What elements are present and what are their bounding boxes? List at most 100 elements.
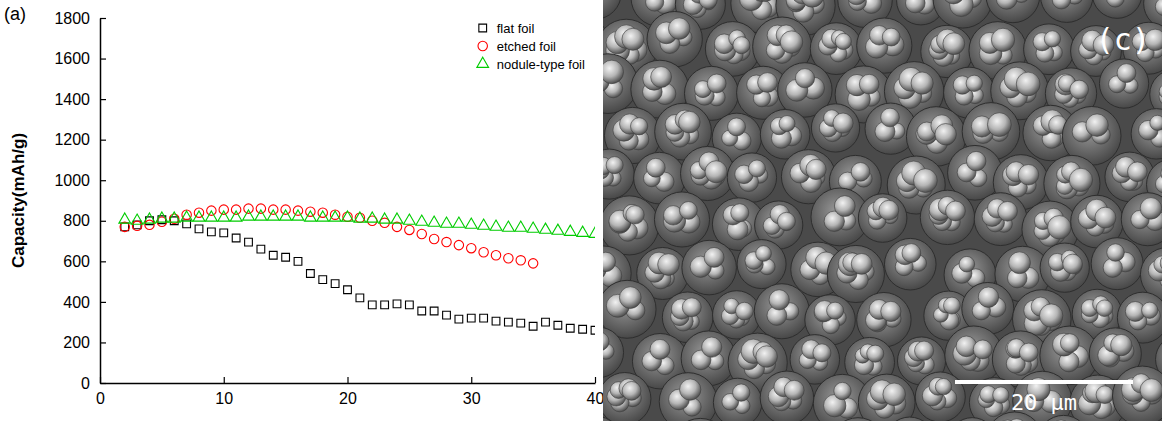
point — [368, 301, 376, 309]
nodule — [1161, 163, 1162, 184]
x-tick: 20 — [339, 377, 357, 407]
nodule — [733, 384, 750, 401]
legend-symbol — [477, 57, 489, 67]
nodule — [1018, 164, 1039, 185]
grain — [858, 374, 915, 421]
nodule — [622, 381, 641, 400]
nodule — [682, 298, 701, 317]
grain — [830, 418, 887, 421]
nodule — [1127, 162, 1147, 182]
grain — [1112, 366, 1162, 421]
y-tick-mark — [100, 140, 106, 141]
nodule — [1140, 198, 1162, 220]
nodule — [1150, 115, 1162, 130]
nodule — [914, 169, 938, 193]
point — [342, 211, 354, 221]
nodule — [702, 337, 722, 357]
nodule — [619, 287, 641, 309]
nodule — [780, 31, 803, 54]
point — [478, 219, 490, 229]
point — [540, 223, 552, 233]
x-axis: 010203040 — [96, 377, 604, 407]
nodule — [1019, 343, 1038, 362]
legend-label: flat foil — [497, 21, 535, 36]
y-tick-mark — [100, 18, 106, 19]
nodule — [1155, 175, 1162, 193]
nodule — [784, 380, 804, 400]
nodule — [1063, 254, 1083, 274]
x-tick-label: 30 — [463, 390, 481, 407]
y-tick-mark — [100, 383, 106, 384]
y-tick-mark — [100, 99, 106, 100]
grain — [603, 0, 621, 19]
grain — [1131, 109, 1162, 159]
point — [208, 228, 216, 236]
point — [455, 315, 463, 323]
nodule — [1069, 168, 1092, 191]
nodule — [1117, 64, 1136, 83]
nodule — [739, 0, 762, 11]
scale-bar-label: 20 μm — [1011, 390, 1077, 415]
point — [552, 224, 564, 234]
nodule — [1048, 216, 1071, 239]
nodule — [704, 247, 724, 267]
nodule — [942, 0, 964, 4]
y-tick-label: 600 — [63, 253, 90, 270]
nodule — [651, 67, 672, 88]
nodule — [1160, 254, 1162, 272]
point — [391, 213, 403, 223]
nodule — [646, 158, 665, 177]
figure: 0102030400200400600800100012001400160018… — [0, 0, 1162, 421]
nodule — [630, 118, 647, 135]
nodule — [1111, 334, 1132, 355]
y-tick: 1600 — [54, 50, 106, 67]
series-1 — [120, 204, 538, 268]
point — [121, 223, 129, 231]
point — [381, 301, 389, 309]
point — [467, 314, 475, 322]
point — [429, 234, 438, 243]
y-tick-label: 400 — [63, 294, 90, 311]
nodule — [998, 201, 1018, 221]
nodule — [827, 302, 844, 319]
point — [282, 253, 290, 261]
nodule — [606, 157, 623, 174]
point — [430, 307, 438, 315]
nodule — [626, 206, 644, 224]
point — [527, 222, 539, 232]
point — [119, 213, 131, 223]
grain — [737, 240, 786, 289]
nodule — [881, 301, 901, 321]
y-tick-label: 1600 — [54, 50, 90, 67]
point — [329, 211, 341, 221]
point — [406, 301, 414, 309]
point — [465, 218, 477, 228]
nodule — [777, 212, 795, 230]
grain — [603, 280, 656, 338]
y-axis-line — [100, 19, 102, 384]
grain — [1092, 0, 1142, 18]
point — [579, 325, 587, 333]
point — [205, 211, 217, 221]
nodule — [756, 246, 772, 262]
nodule — [1070, 80, 1089, 99]
y-tick: 200 — [63, 334, 106, 351]
x-tick-label: 10 — [215, 390, 233, 407]
nodule — [883, 383, 906, 406]
point — [231, 205, 240, 214]
nodule — [813, 344, 831, 362]
nodule — [603, 332, 609, 350]
nodule — [779, 116, 795, 132]
legend: flat foiletched foilnodule-type foil — [477, 21, 585, 72]
point — [542, 318, 550, 326]
point — [479, 247, 488, 256]
nodule — [679, 111, 701, 133]
point — [379, 213, 391, 223]
grain — [754, 284, 809, 339]
grain — [603, 416, 621, 421]
point — [317, 211, 329, 221]
point — [304, 211, 316, 221]
nodule — [650, 339, 670, 359]
legend-label: nodule-type foil — [497, 57, 585, 72]
y-tick-label: 1200 — [54, 131, 90, 148]
